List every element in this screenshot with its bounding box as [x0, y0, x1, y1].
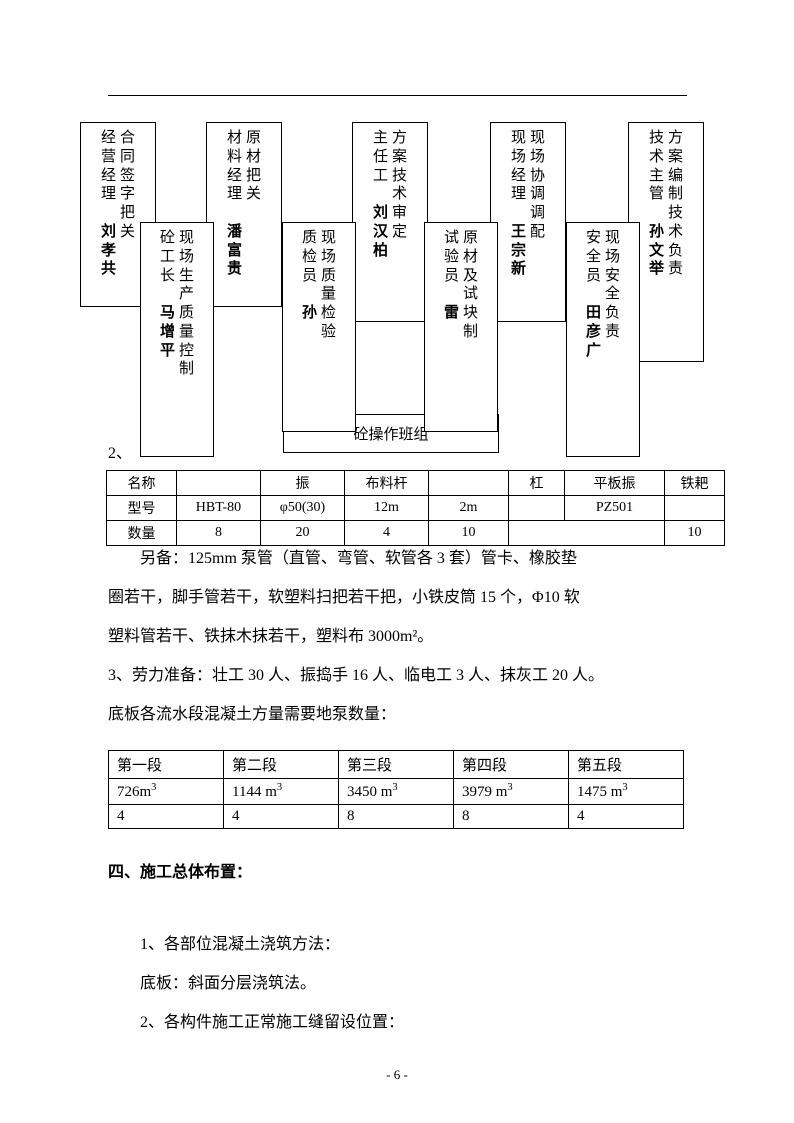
equip-cell: 12m — [345, 496, 429, 521]
pump-cell: 第三段 — [339, 751, 454, 779]
equip-cell: 2m — [429, 496, 509, 521]
equip-cell: HBT-80 — [177, 496, 261, 521]
equip-cell: 名称 — [107, 471, 177, 496]
pump-cell: 3450 m3 — [339, 779, 454, 805]
equip-cell: 数量 — [107, 521, 177, 546]
org-top-2: 主任工 刘汉柏方案技术审定 — [352, 122, 428, 322]
org-chart: 砼操作班组 经营经理 刘孝共合同签字把关材料经理 潘富贵原材把关主任工 刘汉柏方… — [80, 122, 720, 492]
page-number: - 6 - — [0, 1067, 794, 1083]
pump-cell: 4 — [569, 805, 684, 829]
pump-cell: 第二段 — [224, 751, 339, 779]
pump-cell: 8 — [339, 805, 454, 829]
equip-cell: 杠 — [509, 471, 565, 496]
pump-cell: 726m3 — [109, 779, 224, 805]
equip-cell — [177, 471, 261, 496]
para-method-1: 1、各部位混凝土浇筑方法： — [140, 933, 340, 957]
equip-cell — [509, 496, 565, 521]
org-top-1: 材料经理 潘富贵原材把关 — [206, 122, 282, 307]
equipment-table: 名称 振布料杆 杠平板振铁耙型号HBT-80φ50(30)12m2m PZ501 数量8… — [106, 470, 725, 546]
para-method-3: 2、各构件施工正常施工缝留设位置： — [140, 1011, 404, 1035]
equip-cell: φ50(30) — [261, 496, 345, 521]
pump-cell: 1475 m3 — [569, 779, 684, 805]
equip-cell: 铁耙 — [665, 471, 725, 496]
supply-note-1: 另备：125mm 泵管（直管、弯管、软管各 3 套）管卡、橡胶垫 — [140, 547, 688, 571]
equip-cell: 布料杆 — [345, 471, 429, 496]
org-top-3: 现场经理 王宗新现场协调调配 — [490, 122, 566, 322]
org-mid-2: 试验员 雷原材及试块制 — [424, 222, 498, 432]
equip-cell: 10 — [429, 521, 509, 546]
pump-cell: 第一段 — [109, 751, 224, 779]
org-mid-0: 砼工长 马增平现场生产质量控制 — [140, 222, 214, 457]
pump-cell: 第五段 — [569, 751, 684, 779]
equip-cell: 10 — [665, 521, 725, 546]
equip-cell: 振 — [261, 471, 345, 496]
supply-note-3: 塑料管若干、铁抹木抹若干，塑料布 3000m²。 — [108, 625, 688, 649]
equip-cell — [509, 521, 665, 546]
labor-note: 3、劳力准备：壮工 30 人、振捣手 16 人、临电工 3 人、抹灰工 20 人… — [108, 664, 688, 688]
equip-cell: 8 — [177, 521, 261, 546]
header-rule — [108, 95, 687, 96]
equip-cell: 型号 — [107, 496, 177, 521]
supply-note-2: 圈若干，脚手管若干，软塑料扫把若干把，小铁皮筒 15 个，Φ10 软 — [108, 586, 688, 610]
equip-cell — [429, 471, 509, 496]
equip-cell — [665, 496, 725, 521]
equip-cell: 4 — [345, 521, 429, 546]
section-4-title: 四、施工总体布置： — [108, 858, 252, 882]
para-method-2: 底板：斜面分层浇筑法。 — [140, 972, 316, 996]
pump-cell: 4 — [224, 805, 339, 829]
pump-cell: 3979 m3 — [454, 779, 569, 805]
pump-cell: 8 — [454, 805, 569, 829]
equip-cell: 平板振 — [565, 471, 665, 496]
item-2-prefix: 2、 — [108, 442, 132, 466]
equip-cell: PZ501 — [565, 496, 665, 521]
pump-cell: 4 — [109, 805, 224, 829]
pump-cell: 1144 m3 — [224, 779, 339, 805]
org-mid-3: 安全员 田彦广现场安全负责 — [566, 222, 640, 457]
pump-table: 第一段第二段第三段第四段第五段 726m31144 m33450 m33979 m… — [108, 750, 684, 829]
org-mid-1: 质检员 孙现场质量检验 — [282, 222, 356, 432]
pump-intro: 底板各流水段混凝土方量需要地泵数量： — [108, 703, 688, 727]
equip-cell: 20 — [261, 521, 345, 546]
pump-cell: 第四段 — [454, 751, 569, 779]
